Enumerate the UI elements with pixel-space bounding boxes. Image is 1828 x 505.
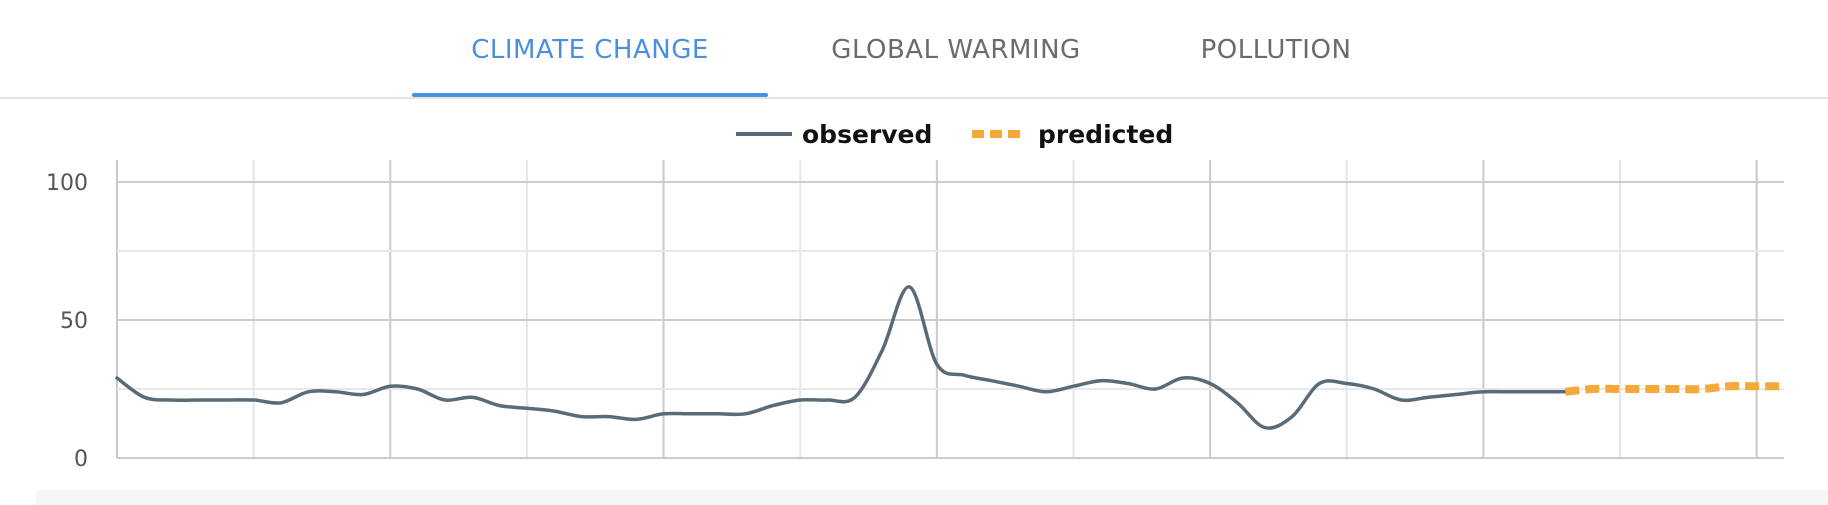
legend-observed-label: observed xyxy=(802,120,932,149)
tab-global-warming[interactable]: GLOBAL WARMING xyxy=(831,34,1081,65)
y-tick-label: 50 xyxy=(60,309,88,334)
line-chart: 0 50 100 observed predicted xyxy=(0,99,1828,505)
legend-predicted-label: predicted xyxy=(1038,120,1173,149)
tab-pollution[interactable]: POLLUTION xyxy=(1200,34,1352,65)
chart-grid xyxy=(116,160,1784,459)
y-tick-label: 100 xyxy=(46,171,88,196)
chart-lines xyxy=(115,285,1784,430)
chart-svg: 0 50 100 observed predicted xyxy=(46,120,1784,472)
series-line-predicted xyxy=(1564,382,1784,396)
active-tab-indicator xyxy=(412,93,768,97)
tab-bar: CLIMATE CHANGE GLOBAL WARMING POLLUTION xyxy=(0,0,1828,99)
chart-legend: observed predicted xyxy=(736,120,1173,149)
chart-footer-strip xyxy=(36,490,1828,505)
series-line-observed xyxy=(115,285,1568,430)
y-axis-ticks: 0 50 100 xyxy=(46,171,88,472)
y-tick-label: 0 xyxy=(74,447,88,472)
tab-climate-change[interactable]: CLIMATE CHANGE xyxy=(471,34,709,65)
